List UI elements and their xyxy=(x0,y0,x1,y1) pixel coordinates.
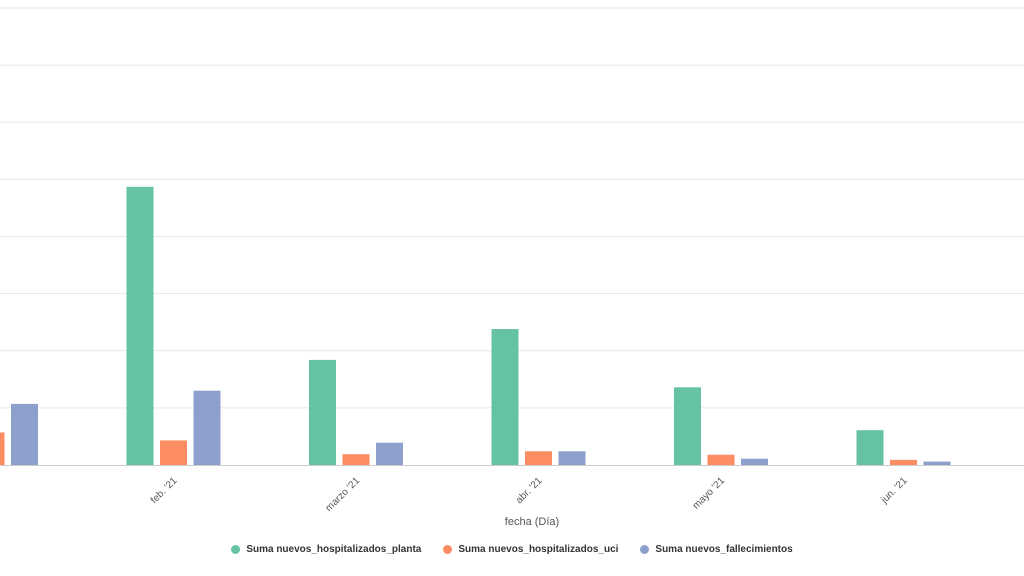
bar-series-1-cat-3[interactable] xyxy=(525,451,552,465)
bar-series-0-cat-5[interactable] xyxy=(856,430,884,465)
bar-series-1-cat-4[interactable] xyxy=(707,454,735,465)
x-tick-label: feb. '21 xyxy=(149,475,180,506)
x-tick-label: jun. '21 xyxy=(879,475,910,506)
x-tick-label: marzo '21 xyxy=(324,475,363,514)
bar-series-2-cat-3[interactable] xyxy=(558,451,586,465)
bar-series-2-cat-2[interactable] xyxy=(376,442,403,465)
legend-swatch xyxy=(231,545,241,554)
legend-label: Suma nuevos_hospitalizados_planta xyxy=(246,544,422,555)
legend-item-1[interactable]: Suma nuevos_hospitalizados_uci xyxy=(443,544,618,555)
x-tick-labels: feb. '21 marzo '21 abr. '21 mayo '21 jun. '2… xyxy=(149,475,910,514)
x-tick-label: abr. '21 xyxy=(514,475,545,506)
legend-label: Suma nuevos_fallecimientos xyxy=(655,544,793,555)
legend: Suma nuevos_hospitalizados_planta Suma nu… xyxy=(0,544,1024,555)
bar-series-0-cat-3[interactable] xyxy=(491,329,519,465)
legend-swatch xyxy=(443,545,453,554)
bar-series-2-cat-4[interactable] xyxy=(741,458,768,465)
legend-swatch xyxy=(640,545,650,554)
legend-label: Suma nuevos_hospitalizados_uci xyxy=(458,544,619,555)
bar-series-0-cat-4[interactable] xyxy=(674,387,701,465)
bars xyxy=(0,186,951,465)
legend-item-0[interactable]: Suma nuevos_hospitalizados_planta xyxy=(231,544,421,555)
bar-series-1-cat-2[interactable] xyxy=(342,454,370,465)
x-axis-title: fecha (Día) xyxy=(505,516,559,528)
bar-series-1-cat-1[interactable] xyxy=(160,440,187,465)
legend-item-2[interactable]: Suma nuevos_fallecimientos xyxy=(640,544,793,555)
bar-series-2-cat-1[interactable] xyxy=(193,390,221,465)
bar-series-1-cat-5[interactable] xyxy=(890,459,917,465)
bar-series-2-cat-5[interactable] xyxy=(923,461,951,465)
bar-series-0-cat-2[interactable] xyxy=(309,359,336,465)
bar-series-0-cat-1[interactable] xyxy=(126,186,154,465)
bar-series-1-cat-0[interactable] xyxy=(0,432,5,465)
x-tick-label: mayo '21 xyxy=(691,475,728,512)
grid-lines xyxy=(0,7,1024,409)
bar-series-2-cat-0[interactable] xyxy=(11,403,38,465)
